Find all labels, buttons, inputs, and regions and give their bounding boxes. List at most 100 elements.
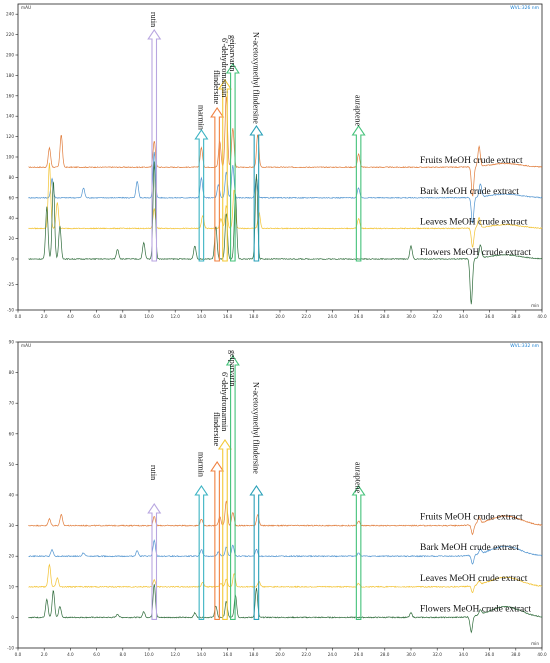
- compound-arrow: [249, 485, 264, 620]
- y-tick-label: 240: [6, 12, 14, 17]
- compound-arrow: [351, 485, 366, 620]
- plot-frame: [17, 341, 543, 649]
- series-label: Flowers MeOH crude extract: [420, 604, 531, 614]
- trace-fruits: [28, 500, 543, 536]
- x-tick-label: 38.0: [511, 652, 521, 657]
- x-tick-label: 40.0: [537, 652, 547, 657]
- y-tick-label: 80: [9, 175, 15, 180]
- compound-label: rutin: [149, 465, 158, 480]
- compound-label: marmin: [196, 452, 205, 477]
- x-tick-label: 34.0: [459, 652, 469, 657]
- trace-flowers: [28, 584, 543, 634]
- compound-arrow: [225, 355, 240, 620]
- y-tick-label: 180: [6, 73, 14, 78]
- x-tick-label: 10.0: [144, 652, 154, 657]
- y-tick-label: 120: [6, 134, 14, 139]
- x-tick-label: 26.0: [354, 652, 364, 657]
- x-unit-label: min: [531, 641, 539, 646]
- x-tick-label: 30.0: [406, 652, 416, 657]
- x-tick-label: 36.0: [485, 652, 495, 657]
- compound-arrow: [194, 129, 209, 262]
- x-tick-label: 34.0: [459, 314, 469, 319]
- y-tick-label: 70: [9, 401, 15, 406]
- y-tick-label: 20: [9, 236, 15, 241]
- x-tick-label: 14.0: [197, 314, 207, 319]
- chart-panel-top: 0.0 2.0 4.0 6.0 8.0 10.0 12.0 14.0 16.0 18.0 20.0 2…: [6, 3, 547, 319]
- y-tick-label: -50: [7, 308, 14, 313]
- x-tick-label: 24.0: [328, 314, 338, 319]
- x-tick-label: 8.0: [119, 314, 126, 319]
- y-tick-label: 40: [9, 493, 15, 498]
- y-tick-label: 0: [11, 257, 14, 262]
- series-label: Bark MeOH crude extract: [420, 543, 519, 553]
- compound-arrow: [147, 503, 162, 620]
- y-tick-label: 40: [9, 216, 15, 221]
- x-tick-label: 20.0: [275, 314, 285, 319]
- x-tick-label: 0.0: [15, 314, 22, 319]
- x-tick-label: 38.0: [511, 314, 521, 319]
- y-tick-label: 140: [6, 114, 14, 119]
- trace-bark: [28, 151, 543, 224]
- x-tick-label: 22.0: [302, 652, 312, 657]
- x-tick-label: 12.0: [171, 652, 181, 657]
- x-tick-label: 16.0: [223, 314, 233, 319]
- x-tick-label: 16.0: [223, 652, 233, 657]
- x-tick-label: 6.0: [93, 314, 100, 319]
- x-tick-label: 4.0: [67, 652, 74, 657]
- compound-label: 6'-dehydromarmin: [220, 38, 229, 97]
- y-tick-label: 10: [9, 584, 15, 589]
- y-tick-label: 60: [9, 431, 15, 436]
- compound-arrow: [351, 125, 366, 262]
- trace-leaves: [28, 563, 543, 594]
- compound-label: flindersine: [212, 70, 221, 105]
- x-unit-label: min: [531, 303, 539, 308]
- trace-fruits: [28, 96, 543, 197]
- x-tick-label: 4.0: [67, 314, 74, 319]
- series-label: Fruits MeOH crude extract: [420, 156, 523, 166]
- x-tick-label: 2.0: [41, 652, 48, 657]
- compound-label: N-acetoxymethyl flindersine: [251, 32, 260, 124]
- series-label: Leaves MeOH crude extract: [420, 574, 528, 584]
- series-label: Fruits MeOH crude extract: [420, 513, 523, 523]
- y-tick-label: 60: [9, 195, 15, 200]
- x-tick-label: 18.0: [249, 314, 259, 319]
- chart-panel-bottom: 0.0 2.0 4.0 6.0 8.0 10.0 12.0 14.0 16.0 18.0 20.0 2…: [7, 340, 547, 658]
- y-tick-label: 100: [6, 155, 14, 160]
- y-tick-label: 80: [9, 370, 15, 375]
- y-tick-label: 30: [9, 523, 15, 528]
- y-tick-label: 90: [9, 340, 15, 345]
- compound-label: auraptene: [354, 462, 363, 494]
- x-tick-label: 26.0: [354, 314, 364, 319]
- x-tick-label: 14.0: [197, 652, 207, 657]
- wavelength-label: WVL:326 nm: [510, 5, 539, 11]
- compound-label: 6'-dehydromarmin: [220, 372, 229, 431]
- x-tick-label: 24.0: [328, 652, 338, 657]
- x-tick-label: 28.0: [380, 314, 390, 319]
- compound-label: N-acetoxymethyl flindersine: [251, 382, 260, 474]
- x-tick-label: 18.0: [249, 652, 259, 657]
- compound-arrow: [225, 63, 240, 262]
- x-tick-label: 36.0: [485, 314, 495, 319]
- trace-bark: [28, 539, 543, 565]
- y-tick-label: 200: [6, 53, 14, 58]
- compound-label: geiparvarin: [228, 350, 237, 386]
- compound-arrow: [210, 461, 225, 620]
- x-tick-label: 0.0: [15, 652, 22, 657]
- x-tick-label: 6.0: [93, 652, 100, 657]
- x-tick-label: 12.0: [171, 314, 181, 319]
- compound-label: flindersine: [212, 412, 221, 447]
- y-unit-label: mAU: [21, 5, 31, 10]
- y-tick-label: -10: [7, 646, 14, 651]
- compound-label: rutin: [149, 12, 158, 27]
- y-tick-label: 160: [6, 93, 14, 98]
- x-tick-label: 10.0: [144, 314, 154, 319]
- compound-label: marmin: [196, 105, 205, 130]
- trace-leaves: [28, 162, 543, 248]
- x-tick-label: 40.0: [537, 314, 547, 319]
- compound-arrow: [249, 125, 264, 262]
- x-tick-label: 32.0: [433, 652, 443, 657]
- y-tick-label: 20: [9, 554, 15, 559]
- y-tick-label: 50: [9, 462, 15, 467]
- compound-arrow: [147, 29, 162, 262]
